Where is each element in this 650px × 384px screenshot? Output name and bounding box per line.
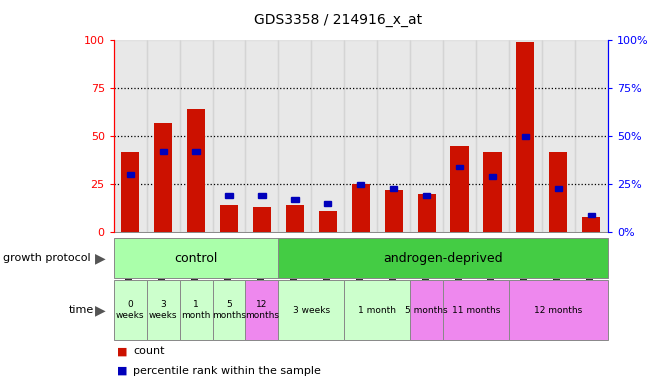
Bar bbox=[291, 197, 298, 202]
Bar bbox=[246, 40, 278, 232]
Text: 5 months: 5 months bbox=[406, 306, 448, 314]
Bar bbox=[179, 280, 213, 340]
Bar bbox=[187, 109, 205, 232]
Bar bbox=[554, 186, 562, 190]
Bar bbox=[147, 40, 179, 232]
Bar bbox=[357, 182, 365, 187]
Bar bbox=[253, 207, 271, 232]
Text: ■: ■ bbox=[117, 366, 127, 376]
Bar bbox=[509, 280, 608, 340]
Bar bbox=[549, 152, 567, 232]
Text: 1
month: 1 month bbox=[181, 300, 211, 320]
Text: androgen-deprived: androgen-deprived bbox=[384, 252, 503, 265]
Text: 12 months: 12 months bbox=[534, 306, 582, 314]
Bar bbox=[377, 40, 410, 232]
Bar bbox=[114, 40, 147, 232]
Bar bbox=[588, 213, 595, 217]
Bar bbox=[443, 280, 509, 340]
Bar bbox=[522, 134, 529, 139]
Text: ■: ■ bbox=[117, 346, 127, 356]
Bar bbox=[443, 40, 476, 232]
Bar bbox=[159, 149, 167, 154]
Bar bbox=[318, 211, 337, 232]
Text: ▶: ▶ bbox=[96, 251, 106, 265]
Text: 5
months: 5 months bbox=[212, 300, 246, 320]
Text: 0
weeks: 0 weeks bbox=[116, 300, 144, 320]
Bar bbox=[476, 40, 509, 232]
Text: percentile rank within the sample: percentile rank within the sample bbox=[133, 366, 321, 376]
Bar bbox=[344, 280, 410, 340]
Bar bbox=[417, 194, 436, 232]
Bar bbox=[542, 40, 575, 232]
Bar bbox=[324, 201, 332, 206]
Bar bbox=[311, 40, 344, 232]
Bar bbox=[385, 190, 403, 232]
Text: 11 months: 11 months bbox=[452, 306, 500, 314]
Bar bbox=[127, 172, 134, 177]
Bar bbox=[114, 238, 278, 278]
Bar bbox=[258, 194, 266, 198]
Bar bbox=[213, 40, 246, 232]
Bar bbox=[192, 149, 200, 154]
Bar bbox=[390, 186, 397, 190]
Bar bbox=[286, 205, 304, 232]
Text: 1 month: 1 month bbox=[358, 306, 396, 314]
Bar bbox=[582, 217, 601, 232]
Bar bbox=[423, 194, 430, 198]
Bar bbox=[278, 40, 311, 232]
Text: control: control bbox=[174, 252, 218, 265]
Bar bbox=[278, 238, 608, 278]
Text: 3
weeks: 3 weeks bbox=[149, 300, 177, 320]
Bar bbox=[246, 280, 278, 340]
Text: 3 weeks: 3 weeks bbox=[292, 306, 330, 314]
Bar bbox=[516, 42, 534, 232]
Bar bbox=[450, 146, 469, 232]
Text: time: time bbox=[68, 305, 94, 315]
Bar bbox=[278, 280, 344, 340]
Bar bbox=[489, 174, 496, 179]
Bar bbox=[226, 194, 233, 198]
Bar bbox=[179, 40, 213, 232]
Bar bbox=[484, 152, 502, 232]
Text: GDS3358 / 214916_x_at: GDS3358 / 214916_x_at bbox=[254, 13, 422, 27]
Bar bbox=[147, 280, 179, 340]
Text: count: count bbox=[133, 346, 164, 356]
Bar bbox=[456, 165, 463, 169]
Text: growth protocol: growth protocol bbox=[3, 253, 91, 263]
Bar bbox=[121, 152, 139, 232]
Text: 12
months: 12 months bbox=[245, 300, 279, 320]
Bar bbox=[410, 280, 443, 340]
Bar bbox=[509, 40, 542, 232]
Bar bbox=[575, 40, 608, 232]
Text: ▶: ▶ bbox=[96, 303, 106, 317]
Bar bbox=[220, 205, 238, 232]
Bar bbox=[154, 123, 172, 232]
Bar bbox=[410, 40, 443, 232]
Bar bbox=[352, 184, 370, 232]
Bar bbox=[114, 280, 147, 340]
Bar bbox=[344, 40, 377, 232]
Bar bbox=[213, 280, 246, 340]
